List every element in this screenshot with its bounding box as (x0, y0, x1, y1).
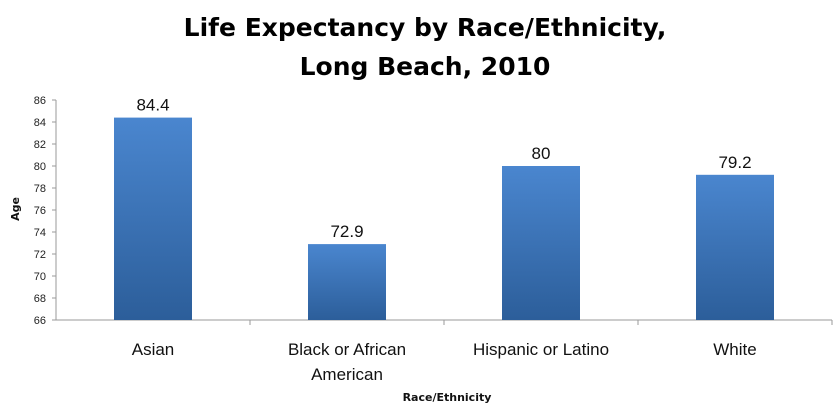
bar-value-label: 79.2 (718, 153, 751, 172)
bar-value-label: 80 (532, 144, 551, 163)
y-tick-label: 80 (34, 161, 46, 173)
bar (114, 117, 192, 320)
category-label: Black or African (288, 340, 406, 359)
y-tick-label: 74 (34, 227, 46, 239)
chart-subtitle: Long Beach, 2010 (300, 52, 551, 81)
bars (114, 117, 774, 320)
chart-title: Life Expectancy by Race/Ethnicity, (184, 13, 667, 42)
x-axis-title: Race/Ethnicity (403, 391, 492, 404)
bar-value-label: 72.9 (330, 222, 363, 241)
y-axis-title: Age (9, 197, 22, 221)
y-tick-label: 72 (34, 249, 46, 261)
y-tick-label: 76 (34, 205, 46, 217)
category-label: White (713, 340, 756, 359)
category-label: Asian (132, 340, 175, 359)
y-tick-label: 70 (34, 271, 46, 283)
bar (502, 166, 580, 320)
y-tick-label: 66 (34, 315, 46, 327)
category-label: Hispanic or Latino (473, 340, 609, 359)
bar (308, 244, 386, 320)
y-tick-label: 84 (34, 117, 46, 129)
y-tick-label: 68 (34, 293, 46, 305)
y-tick-label: 78 (34, 183, 46, 195)
bar-value-label: 84.4 (136, 96, 169, 115)
y-tick-label: 86 (34, 95, 46, 107)
bar (696, 174, 774, 320)
y-tick-label: 82 (34, 139, 46, 151)
labels: 84.4 Asian 72.9 Black or African American 80 H… (132, 96, 757, 384)
category-label: American (311, 365, 383, 384)
